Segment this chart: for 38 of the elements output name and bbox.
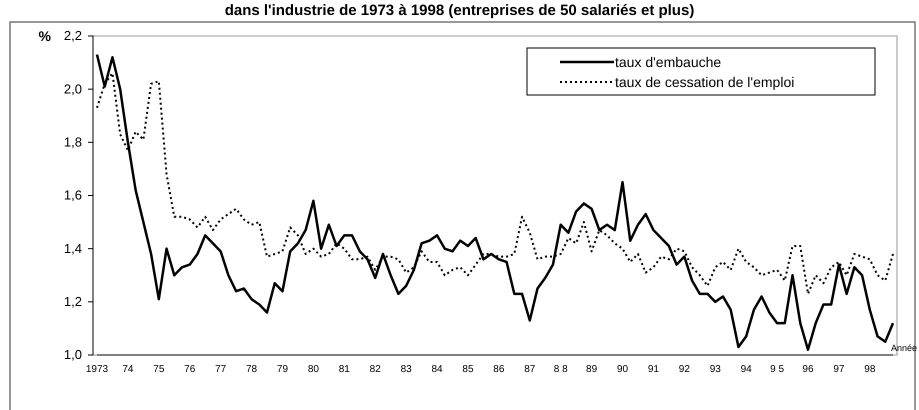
x-axis-title: Année — [890, 343, 917, 353]
x-tick-label: 78 — [246, 364, 258, 376]
x-tick-label: 80 — [308, 364, 320, 376]
x-tick-label: 96 — [802, 364, 814, 376]
x-tick-label: 86 — [493, 364, 505, 376]
chart-title: dans l'industrie de 1973 à 1998 (entreprises de 50 salariés et plus) — [224, 2, 694, 19]
x-tick-label: 76 — [184, 364, 196, 376]
legend-label: taux de cessation de l'emploi — [615, 74, 794, 90]
x-tick-label: 85 — [462, 364, 474, 376]
x-tick-label: 74 — [122, 364, 134, 376]
legend-label: taux d'embauche — [615, 54, 722, 70]
x-tick-label: 98 — [864, 364, 876, 376]
x-tick-label: 89 — [586, 364, 598, 376]
x-tick-label: 79 — [276, 364, 288, 376]
y-tick-label: 2,0 — [64, 81, 82, 96]
x-tick-label: 90 — [616, 364, 629, 376]
y-tick-label: 1,0 — [64, 347, 82, 362]
x-tick-label: 8 8 — [554, 364, 568, 376]
y-tick-label: 1,2 — [64, 294, 82, 309]
x-tick-label: 97 — [833, 364, 845, 376]
x-tick-label: 75 — [153, 364, 165, 376]
y-tick-label: 1,4 — [64, 240, 82, 256]
x-tick-label: 84 — [431, 364, 444, 376]
x-tick-label: 9 5 — [770, 364, 784, 376]
x-tick-label: 92 — [678, 364, 690, 376]
y-tick-label: 1,8 — [64, 134, 82, 150]
y-tick-label: 2,2 — [64, 28, 82, 44]
x-tick-label: 81 — [338, 364, 350, 376]
x-tick-label: 93 — [710, 364, 722, 376]
y-tick-label: 1,6 — [64, 188, 82, 203]
x-tick-label: 87 — [524, 364, 536, 376]
x-tick-label: 91 — [648, 364, 660, 376]
x-tick-label: 94 — [740, 364, 752, 376]
x-tick-label: 83 — [400, 364, 412, 376]
y-axis-title: % — [38, 28, 52, 44]
x-tick-label: 1973 — [86, 364, 109, 376]
x-tick-label: 77 — [215, 364, 227, 376]
x-tick-label: 82 — [370, 364, 382, 376]
